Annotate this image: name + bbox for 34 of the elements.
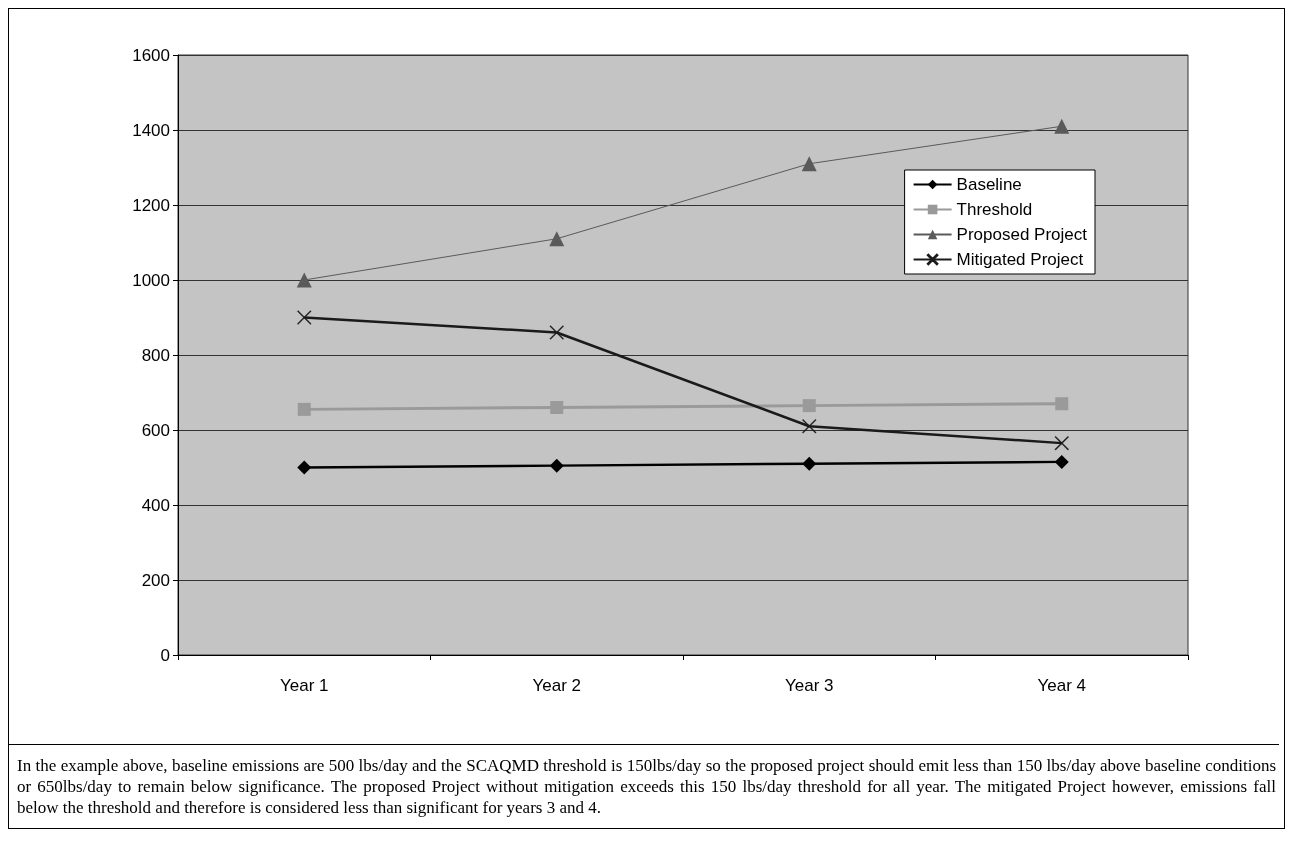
text: In the example above, baseline emissions are 500 lbs/day and the SCAQMD threshold is 150lbs/day so the proposed project should emit less than 150 lbs/day above baseline conditions or 650lbs/day to remain below significance. The proposed Project without mitigation exceeds this 150 lbs/day threshold for all year. The mitigated Project however, emissions fall below the threshold and therefore is considered less than significant for years 3 and 4. [17, 755, 1276, 818]
point [549, 458, 564, 473]
y-tick-label: 800 [141, 345, 170, 365]
legend-label: Mitigated Project [956, 250, 1084, 269]
y-tick-label: 1000 [132, 270, 170, 290]
point [802, 399, 816, 413]
point [802, 419, 817, 434]
point [801, 156, 817, 172]
y-tick-label: 1200 [132, 195, 170, 215]
point [1054, 435, 1069, 451]
legend-label: Threshold [956, 200, 1033, 219]
point [549, 231, 565, 247]
x-tick-label: Year 1 [279, 676, 329, 695]
x-tick-label: Year 2 [532, 676, 582, 695]
point [297, 460, 312, 475]
x-tick-label: Year 3 [784, 676, 834, 695]
legend-label: Baseline [956, 175, 1022, 194]
legend-label: Proposed Project [956, 225, 1088, 244]
point [297, 402, 311, 416]
point [1054, 454, 1069, 469]
point [550, 401, 564, 414]
y-tick-label: 400 [141, 495, 170, 515]
x-tick-label: Year 4 [1037, 676, 1087, 695]
point [296, 272, 312, 288]
y-tick-label: 1400 [132, 120, 170, 140]
y-tick-label: 1600 [132, 45, 170, 65]
point [802, 456, 817, 471]
y-tick-label: 0 [160, 645, 170, 665]
y-tick-label: 600 [141, 420, 170, 440]
point [549, 325, 564, 340]
point [1054, 118, 1070, 134]
point [297, 310, 312, 325]
point [1055, 397, 1069, 411]
y-tick-label: 200 [141, 570, 170, 590]
